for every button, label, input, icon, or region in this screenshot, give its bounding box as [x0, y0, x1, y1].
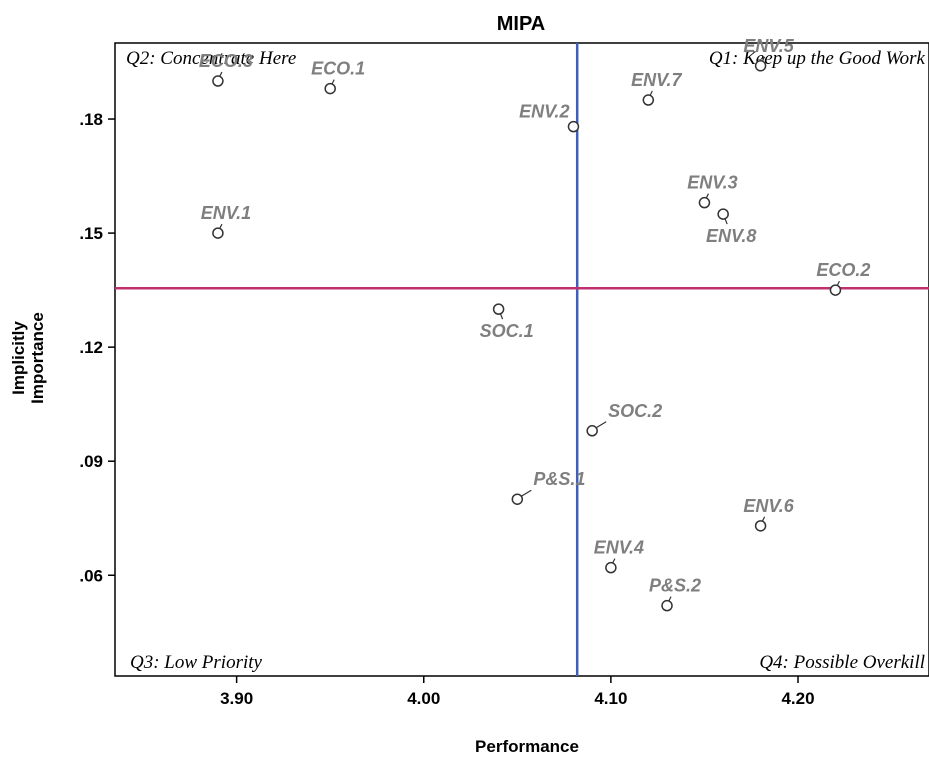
point-label: P&S.2 — [649, 576, 701, 596]
y-axis-title-line1: Implicitly — [9, 321, 28, 395]
data-point: ENV.6 — [743, 496, 795, 532]
data-point: ENV.8 — [706, 208, 756, 246]
x-tick-label: 4.10 — [594, 689, 627, 708]
label-leader-line — [595, 421, 607, 429]
point-label: ENV.4 — [594, 538, 644, 558]
label-leader-line — [219, 71, 223, 77]
point-label: P&S.1 — [533, 469, 585, 489]
chart-title: MIPA — [497, 13, 546, 35]
label-leader-line — [500, 313, 504, 320]
point-marker — [661, 599, 673, 612]
data-point: ENV.1 — [201, 203, 251, 239]
point-label: ENV.5 — [743, 36, 794, 56]
y-tick-label: .15 — [79, 224, 103, 243]
label-leader-line — [705, 193, 709, 198]
label-leader-line — [668, 596, 672, 601]
point-marker — [324, 82, 336, 95]
data-point: SOC.2 — [586, 401, 662, 437]
reference-lines — [115, 43, 929, 676]
point-label: ENV.2 — [519, 102, 569, 122]
plot-area — [114, 42, 929, 677]
point-marker — [754, 60, 767, 72]
point-label: ENV.3 — [687, 173, 737, 193]
data-point: ECO.2 — [816, 260, 870, 296]
point-marker — [586, 425, 598, 437]
point-marker — [212, 227, 224, 239]
quadrant-label-q2: Q2: Concentrate Here — [126, 48, 296, 69]
label-leader-line — [219, 223, 223, 229]
point-label: ENV.7 — [631, 70, 682, 90]
data-point: SOC.1 — [480, 303, 534, 341]
x-axis-title: Performance — [475, 737, 579, 756]
x-tick-label: 4.00 — [407, 689, 440, 708]
x-tick-label: 4.20 — [781, 689, 814, 708]
data-points: ECO.3 ECO.1 ENV.2 ENV.7 ENV.5 ENV.1 ENV.3 ENV.8… — [199, 36, 870, 612]
point-marker — [605, 561, 617, 574]
point-marker — [717, 208, 729, 220]
point-label: SOC.1 — [480, 321, 534, 341]
y-tick-label: .09 — [79, 452, 103, 471]
label-leader-line — [762, 516, 766, 522]
label-leader-line — [521, 489, 532, 497]
point-label: ENV.1 — [201, 203, 251, 223]
data-point: ENV.5 — [743, 36, 795, 72]
data-point: P&S.1 — [511, 469, 585, 505]
label-leader-line — [649, 90, 653, 96]
label-leader-line — [836, 280, 840, 286]
data-point: ENV.4 — [594, 538, 644, 574]
y-tick-label: .06 — [79, 566, 103, 585]
label-leader-line — [331, 79, 335, 84]
data-point: ENV.2 — [519, 102, 580, 133]
y-axis: .06 .09 .12 .15 .18 — [79, 110, 115, 585]
point-marker — [698, 196, 711, 209]
point-label: ECO.2 — [816, 260, 870, 280]
data-point: P&S.2 — [649, 576, 701, 612]
quadrant-label-q3: Q3: Low Priority — [130, 652, 263, 673]
data-point: ENV.7 — [631, 70, 682, 106]
y-tick-label: .18 — [79, 110, 103, 129]
label-leader-line — [612, 558, 616, 563]
point-marker — [567, 120, 580, 133]
point-marker — [754, 520, 767, 532]
point-marker — [511, 493, 524, 505]
data-point: ECO.3 — [199, 51, 253, 87]
point-marker — [642, 94, 655, 106]
y-tick-label: .12 — [79, 338, 103, 357]
point-marker — [829, 284, 842, 296]
point-label: SOC.2 — [608, 401, 662, 421]
data-point: ECO.1 — [311, 59, 365, 95]
point-label: ECO.1 — [311, 59, 365, 79]
plot-border — [114, 42, 929, 677]
quadrant-label-q1: Q1: Keep up the Good Work — [709, 48, 926, 69]
point-label: ENV.6 — [743, 496, 794, 516]
label-leader-line — [724, 218, 728, 225]
x-axis: 3.90 4.00 4.10 4.20 — [220, 676, 815, 708]
quadrant-label-q4: Q4: Possible Overkill — [759, 652, 925, 673]
y-axis-title-group: Implicitly Importance — [9, 312, 47, 404]
x-tick-label: 3.90 — [220, 689, 253, 708]
label-leader-line — [762, 56, 766, 62]
data-point: ENV.3 — [687, 173, 738, 209]
y-axis-title-line2: Importance — [28, 312, 47, 404]
point-label: ECO.3 — [199, 51, 253, 71]
point-marker — [492, 303, 505, 315]
point-marker — [212, 75, 224, 87]
point-label: ENV.8 — [706, 226, 756, 246]
